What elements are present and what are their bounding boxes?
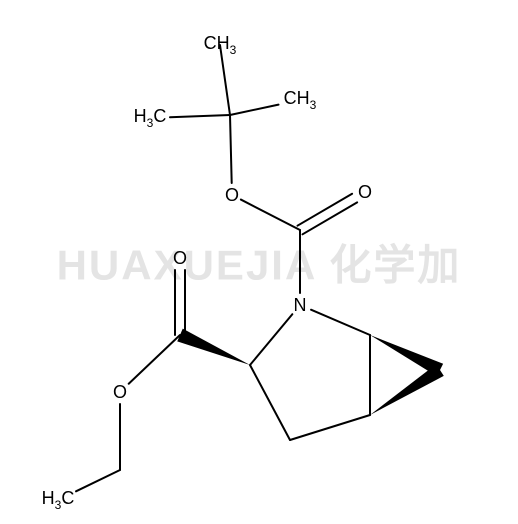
atom-label-o_dbl2: O (173, 249, 187, 267)
atom-label-o_ester2: O (113, 383, 127, 401)
atom-label-c_me_left: H3C (134, 107, 167, 129)
molecule-svg (0, 0, 518, 524)
atom-label-o_dbl1: O (358, 183, 372, 201)
atom-label-c_eth2: H3C (42, 489, 75, 511)
structure-canvas: HUAXUEJIA 化学加 CH3CH3H3COONOOH3C (0, 0, 518, 524)
atom-label-n_ring: N (294, 296, 307, 314)
atom-label-c_me_top: CH3 (204, 34, 237, 56)
atom-label-c_me_right: CH3 (284, 89, 317, 111)
atom-label-o_ester1: O (225, 186, 239, 204)
